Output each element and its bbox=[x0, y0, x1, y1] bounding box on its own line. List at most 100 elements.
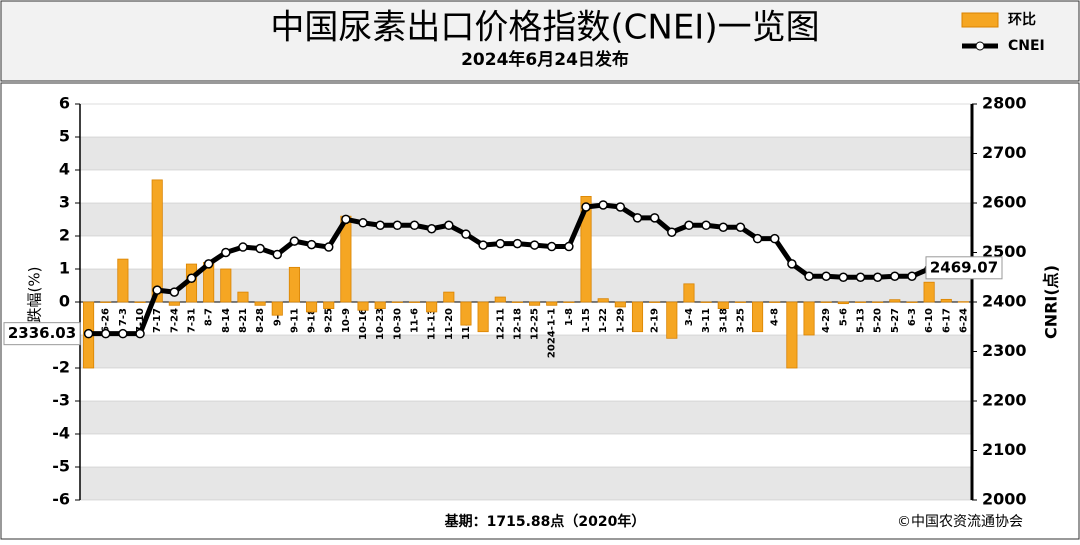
x-tick-label: 2-19 bbox=[650, 308, 661, 333]
point bbox=[426, 223, 437, 234]
x-tick-label: 3-11 bbox=[701, 308, 712, 333]
bar bbox=[889, 299, 901, 303]
x-tick-label: 11-6 bbox=[410, 308, 421, 333]
point bbox=[890, 271, 900, 282]
x-tick-label: 7-24 bbox=[169, 308, 180, 333]
bar bbox=[631, 301, 644, 333]
chart-title: 中国尿素出口价格指数(CNEI)一览图 bbox=[270, 8, 819, 48]
x-tick-label: 3-4 bbox=[684, 308, 695, 326]
bar bbox=[546, 301, 558, 306]
x-tick-label: 10-30 bbox=[392, 308, 403, 340]
x-tick-label: 1-15 bbox=[581, 308, 592, 333]
point bbox=[152, 285, 162, 295]
point bbox=[306, 239, 317, 250]
point bbox=[358, 218, 368, 228]
bar bbox=[391, 301, 403, 303]
x-tick-label: 1-22 bbox=[598, 308, 609, 333]
x-tick-label: 10-9 bbox=[341, 308, 352, 333]
x-tick-label: 12-25 bbox=[530, 308, 541, 340]
bar bbox=[666, 301, 678, 339]
chart-subtitle: 2024年6月24日发布 bbox=[461, 49, 629, 70]
point bbox=[221, 247, 231, 258]
point bbox=[272, 249, 283, 260]
x-tick-label: 7-31 bbox=[187, 308, 198, 333]
y-tick-label: 0 bbox=[59, 292, 70, 311]
point bbox=[83, 328, 94, 339]
bar bbox=[820, 301, 832, 303]
x-tick-label: 6-10 bbox=[924, 308, 935, 333]
point bbox=[684, 220, 694, 231]
point bbox=[100, 328, 111, 339]
point bbox=[444, 220, 454, 231]
bar bbox=[597, 298, 609, 303]
legend-marker bbox=[975, 41, 985, 51]
x-tick-label: 9-4 bbox=[272, 308, 283, 326]
bar bbox=[460, 301, 472, 326]
point bbox=[855, 272, 866, 282]
x-tick-label: 2024-1-1 bbox=[547, 308, 558, 358]
x-tick-label: 6-17 bbox=[941, 308, 952, 333]
bar bbox=[923, 281, 935, 303]
point bbox=[907, 271, 917, 282]
y2-tick-label: 2000 bbox=[982, 490, 1027, 509]
grid-band bbox=[80, 203, 972, 236]
bar bbox=[906, 301, 918, 303]
x-tick-label: 7-17 bbox=[152, 308, 163, 333]
grid-band bbox=[80, 401, 972, 434]
bar bbox=[717, 301, 729, 309]
point bbox=[392, 220, 403, 231]
point bbox=[375, 220, 385, 231]
bar bbox=[854, 301, 867, 303]
x-tick-label: 12-18 bbox=[512, 308, 523, 340]
bar bbox=[426, 301, 438, 313]
bar bbox=[786, 301, 798, 369]
point bbox=[203, 259, 214, 269]
point bbox=[461, 229, 471, 239]
bar bbox=[323, 301, 335, 309]
header-box bbox=[0, 0, 1080, 82]
x-tick-label: 8-28 bbox=[255, 308, 266, 333]
x-tick-label: 5-13 bbox=[856, 308, 867, 333]
bar bbox=[700, 301, 712, 303]
point bbox=[238, 242, 248, 252]
bar bbox=[580, 195, 592, 303]
point bbox=[821, 271, 831, 282]
x-tick-label: 5-6 bbox=[838, 308, 849, 326]
bar bbox=[357, 301, 369, 311]
x-tick-label: 8-21 bbox=[238, 308, 249, 333]
y-tick-label: 1 bbox=[59, 259, 70, 278]
x-tick-label: 7-3 bbox=[118, 308, 129, 326]
point bbox=[649, 213, 660, 223]
point bbox=[169, 287, 180, 297]
point bbox=[118, 328, 128, 339]
x-tick-label: 6-26 bbox=[101, 308, 112, 333]
x-tick-label: 3-25 bbox=[735, 308, 746, 333]
x-tick-label: 5-20 bbox=[873, 308, 884, 333]
x-tick-label: 6-3 bbox=[907, 308, 918, 326]
point bbox=[564, 241, 574, 252]
bar bbox=[494, 296, 506, 303]
bar bbox=[151, 179, 163, 303]
x-tick-label: 6-24 bbox=[958, 308, 969, 333]
bar bbox=[614, 301, 626, 308]
source: ©中国农资流通协会 bbox=[897, 514, 1023, 530]
value-label-box bbox=[925, 256, 1003, 280]
bar bbox=[237, 291, 249, 303]
bar bbox=[529, 301, 541, 306]
bar bbox=[803, 301, 815, 336]
x-tick-label: 11-13 bbox=[427, 308, 438, 340]
x-tick-label: 1-29 bbox=[615, 308, 626, 333]
bar bbox=[511, 301, 523, 303]
x-tick-label: 11-20 bbox=[444, 308, 455, 340]
bar bbox=[477, 301, 489, 333]
x-tick-label: 10-16 bbox=[358, 308, 369, 340]
x-tick-label: 8-7 bbox=[204, 308, 215, 326]
y-tick-label: -3 bbox=[52, 391, 70, 410]
x-tick-label: 9-25 bbox=[324, 308, 335, 333]
x-tick-label: 5-27 bbox=[890, 308, 901, 333]
point bbox=[735, 222, 746, 233]
y-tick-label: 2 bbox=[59, 226, 70, 245]
y-tick-label: -6 bbox=[52, 490, 70, 509]
bar bbox=[683, 283, 695, 303]
point bbox=[529, 240, 540, 250]
